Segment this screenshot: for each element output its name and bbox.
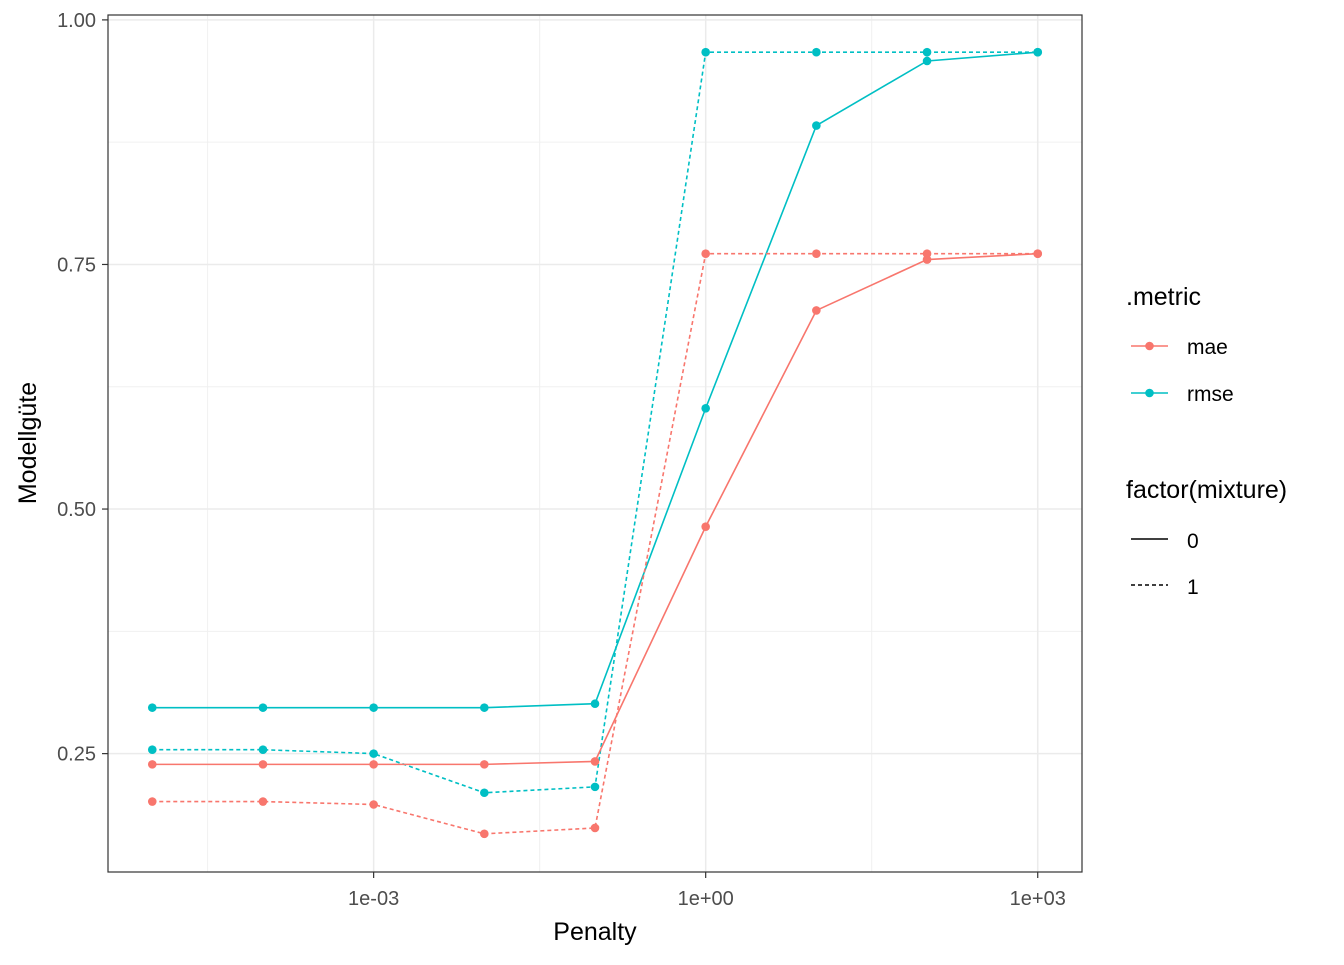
data-point-mae-mixture-1 [1033, 249, 1043, 259]
x-tick-label: 1e+03 [1010, 888, 1066, 910]
data-point-rmse-mixture-1 [812, 47, 821, 57]
data-point-rmse-mixture-1 [1033, 47, 1043, 57]
data-point-rmse-mixture-1 [258, 745, 268, 755]
y-tick-label: 0.25 [57, 744, 96, 766]
series-line-rmse-mixture-0 [152, 51, 1038, 709]
data-point-mae-mixture-0 [812, 306, 821, 315]
data-point-mae-mixture-0 [701, 522, 710, 531]
x-tick-label: 1e-03 [348, 888, 399, 910]
data-point-rmse-mixture-1 [369, 749, 378, 758]
legend-color-title: .metric [1126, 283, 1201, 311]
series-line-mae-mixture-1 [152, 252, 1038, 835]
data-point-mae-mixture-1 [922, 249, 932, 259]
data-point-mae-mixture-1 [147, 797, 157, 806]
legend-linetype-title: factor(mixture) [1126, 476, 1287, 504]
data-point-rmse-mixture-0 [812, 121, 821, 130]
y-tick-label: 0.75 [57, 254, 96, 276]
data-point-mae-mixture-0 [147, 760, 157, 769]
data-point-rmse-mixture-0 [258, 703, 268, 712]
data-point-mae-mixture-1 [701, 249, 710, 259]
series-line-rmse-mixture-1 [152, 51, 1038, 794]
data-point-mae-mixture-1 [258, 797, 268, 806]
data-point-rmse-mixture-1 [147, 745, 157, 755]
data-point-rmse-mixture-0 [590, 699, 600, 709]
data-point-mae-mixture-1 [480, 829, 489, 839]
legend-key-point [1145, 388, 1154, 398]
data-point-rmse-mixture-0 [480, 703, 489, 712]
data-point-mae-mixture-1 [812, 249, 821, 259]
data-point-rmse-mixture-0 [147, 703, 157, 712]
data-point-rmse-mixture-0 [369, 703, 378, 712]
plot-panel-border [107, 14, 1083, 873]
data-point-rmse-mixture-1 [701, 47, 710, 57]
data-point-mae-mixture-0 [590, 757, 600, 766]
legend-key-point [1145, 341, 1154, 351]
x-axis-label: Penalty [553, 918, 637, 946]
y-tick-label: 1.00 [57, 10, 96, 32]
legend-item-rmse-label: rmse [1187, 383, 1234, 406]
data-point-rmse-mixture-0 [701, 403, 710, 413]
data-point-rmse-mixture-1 [590, 782, 600, 792]
legend-item-mae-label: mae [1187, 336, 1228, 359]
data-point-mae-mixture-1 [590, 823, 600, 833]
data-point-mae-mixture-0 [369, 760, 378, 769]
y-axis-label: Modellgüte [14, 382, 42, 504]
data-point-mae-mixture-1 [369, 800, 378, 809]
x-tick-label: 1e+00 [678, 888, 734, 910]
data-point-mae-mixture-0 [480, 760, 489, 769]
legend-item-1-label: 1 [1187, 576, 1199, 599]
data-point-mae-mixture-0 [258, 760, 268, 769]
data-point-rmse-mixture-0 [922, 56, 932, 66]
y-tick-label: 0.50 [57, 499, 96, 521]
data-point-rmse-mixture-1 [922, 47, 932, 57]
data-point-rmse-mixture-1 [480, 788, 489, 798]
legend-item-0-label: 0 [1187, 530, 1199, 553]
